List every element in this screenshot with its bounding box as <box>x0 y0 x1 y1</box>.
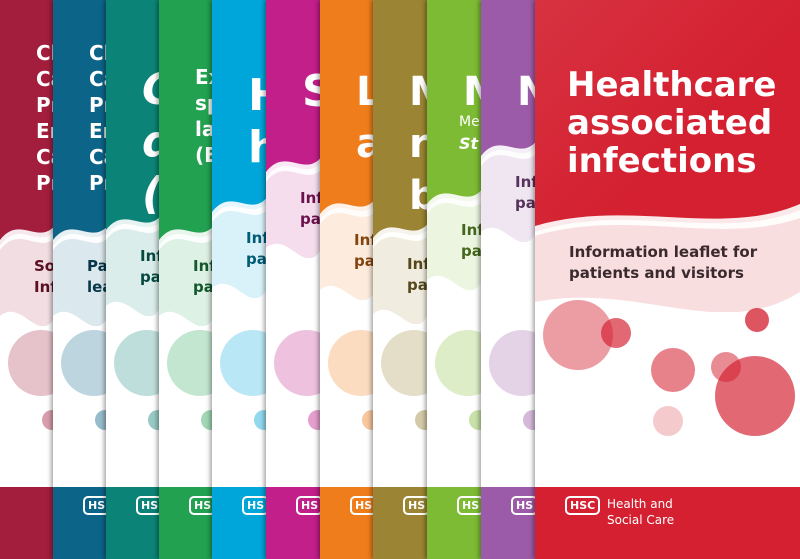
leaflet-tagline: Inf pa <box>354 231 377 270</box>
leaflet-header-block <box>106 0 166 236</box>
leaflet-header-block <box>212 0 272 218</box>
hsc-logo: HSC <box>565 496 601 515</box>
decorative-circle <box>489 330 541 396</box>
decorative-circle <box>328 330 380 396</box>
leaflet-title: Healthcare associated infections <box>567 65 777 181</box>
decorative-circle <box>651 348 695 392</box>
leaflet-header-block <box>0 0 60 246</box>
leaflet-tagline: Inf pa <box>515 173 538 212</box>
leaflet-header-block <box>320 0 380 220</box>
leaflet-header-block <box>427 0 487 210</box>
decorative-circle <box>220 330 272 396</box>
decorative-circle <box>274 330 326 396</box>
leaflet-tagline: Inf pa <box>193 257 216 296</box>
leaflet-tagline: Inf pa <box>300 189 323 228</box>
leaflet-subtitle: Me <box>459 114 480 130</box>
decorative-circle <box>114 330 166 396</box>
decorative-circle <box>61 330 113 396</box>
decorative-circle <box>381 330 433 396</box>
leaflet-tagline: So Inf <box>34 257 57 296</box>
leaflet-header-block <box>481 0 541 162</box>
leaflet-tagline: Inf pa <box>407 255 430 294</box>
leaflet-8: M r b Inf pa HS <box>373 0 433 559</box>
leaflet-subtitle-italic: St <box>459 134 479 153</box>
leaflet-6: S Inf pa HS <box>266 0 326 559</box>
leaflet-tagline: Inf pa <box>461 221 484 260</box>
decorative-circle <box>8 330 60 396</box>
decorative-circle <box>601 318 631 348</box>
decorative-circle <box>167 330 219 396</box>
decorative-circle <box>653 406 683 436</box>
leaflet-front: Healthcare associated infections Informat… <box>535 0 800 559</box>
leaflet-tagline: Inf pa <box>246 229 269 268</box>
leaflet-header-block <box>159 0 219 246</box>
wave-decoration <box>266 150 326 559</box>
decorative-circle <box>711 352 741 382</box>
leaflet-tagline: Information leaflet for patients and vis… <box>569 243 758 282</box>
decorative-circle <box>435 330 487 396</box>
leaflet-footer <box>535 487 800 559</box>
leaflet-header-block <box>53 0 113 246</box>
org-name: Health and Social Care <box>607 497 675 527</box>
leaflet-7: L a Inf pa HS <box>320 0 380 559</box>
wave-decoration <box>481 134 541 559</box>
leaflet-5: H h Inf pa HS <box>212 0 272 559</box>
leaflet-header-block <box>535 0 800 232</box>
leaflet-header-block <box>373 0 433 244</box>
leaflet-10: N Inf pa HS <box>481 0 541 559</box>
wave-decoration <box>427 182 487 559</box>
decorative-circle <box>745 308 769 332</box>
leaflet-9: M Me St Inf pa HS <box>427 0 487 559</box>
leaflet-tagline: Inf pa <box>140 247 163 286</box>
leaflet-4: Ex sp la (E Inf pa HS <box>159 0 219 559</box>
leaflet-footer <box>0 487 60 559</box>
leaflet-header-block <box>266 0 326 178</box>
